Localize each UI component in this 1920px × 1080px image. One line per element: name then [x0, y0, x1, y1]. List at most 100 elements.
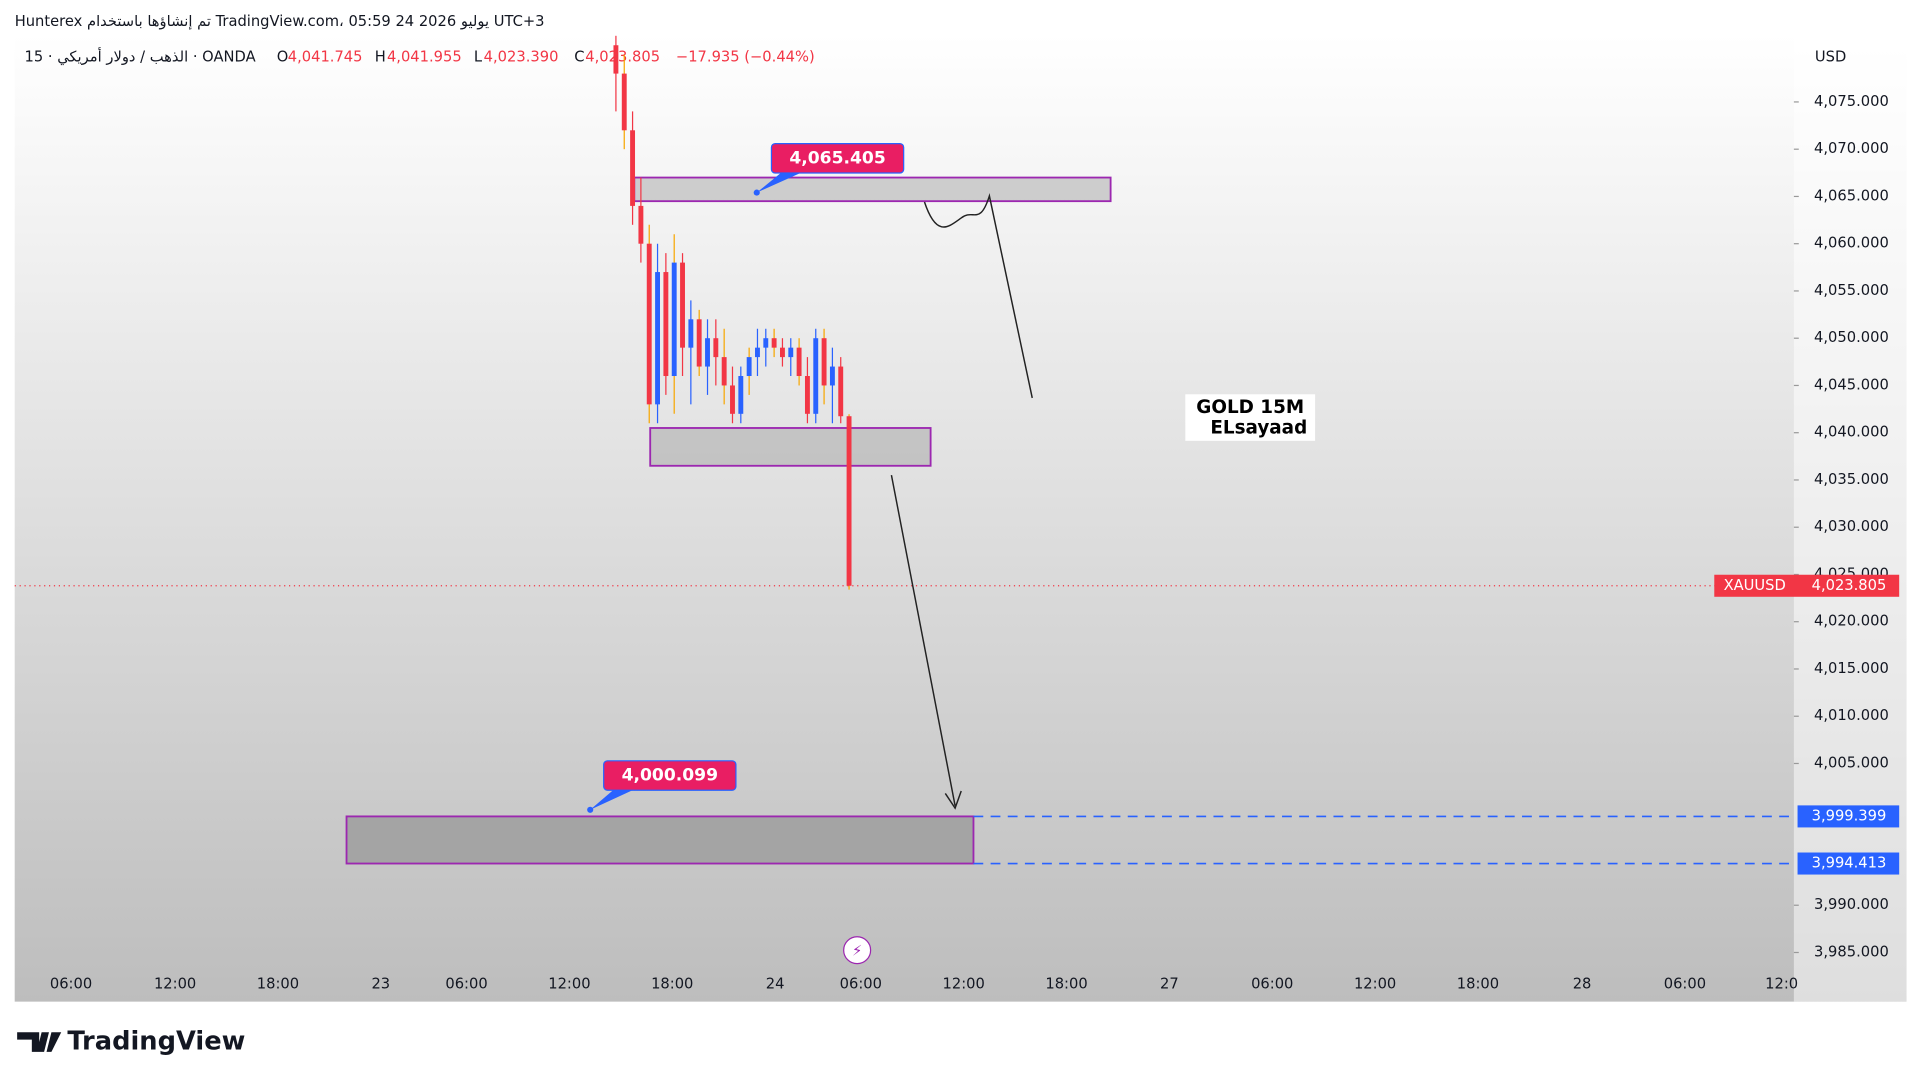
l-value: 4,023.390 — [484, 49, 559, 66]
y-tick-label: 4,035.000 — [1814, 471, 1889, 488]
callout-anchor — [753, 189, 760, 196]
x-tick-label: 12:0 — [1765, 975, 1798, 992]
callout-anchor — [587, 806, 594, 813]
zone — [633, 176, 1112, 203]
candle-body — [696, 319, 702, 367]
candle-body — [821, 338, 827, 386]
candle-body — [730, 385, 735, 414]
x-tick-label: 12:00 — [154, 975, 196, 992]
x-tick-label: 06:00 — [50, 975, 92, 992]
y-tick-label: 4,075.000 — [1814, 93, 1889, 110]
last-symbol: XAUUSD — [1724, 577, 1786, 594]
symbol: 15 · الذهب / دولار أمريكي · OANDA — [24, 47, 255, 66]
y-tick-label: 4,045.000 — [1814, 376, 1889, 393]
x-tick-label: 18:00 — [257, 975, 299, 992]
x-tick-label: 12:00 — [1354, 975, 1396, 992]
zone — [649, 427, 932, 467]
c-value: 4,023.805 — [585, 49, 660, 66]
candle-body — [721, 357, 727, 386]
candle-body — [813, 338, 819, 414]
y-tick-label: 4,040.000 — [1814, 424, 1889, 441]
price-axis — [1793, 34, 1907, 1002]
event-icon-glyph: ⚡ — [852, 942, 862, 959]
y-tick-label: 4,055.000 — [1814, 282, 1889, 299]
logo-mark — [17, 1032, 62, 1052]
y-tick-label: 3,985.000 — [1814, 943, 1889, 960]
last-price: 4,023.805 — [1812, 577, 1887, 594]
candle-body — [621, 73, 627, 131]
candle-body — [613, 45, 619, 74]
x-tick-label: 12:00 — [943, 975, 985, 992]
candle-body — [804, 376, 810, 414]
y-tick-label: 4,050.000 — [1814, 329, 1889, 346]
candle-body — [638, 205, 644, 244]
y-tick-label: 3,990.000 — [1814, 896, 1889, 913]
candle-body — [780, 347, 785, 358]
drawing-path — [923, 193, 1033, 399]
callout-box — [603, 760, 737, 791]
c-prefix: C — [574, 49, 584, 66]
callout-pointer — [756, 170, 806, 193]
change: −17.935 (−0.44%) — [676, 49, 815, 66]
x-tick-label: 23 — [371, 975, 390, 992]
marks: 4,075.000 4,070.000 4,065.000 4,060.000 4,05… — [14, 35, 1900, 992]
h-value: 4,041.955 — [387, 49, 462, 66]
candle-body — [671, 262, 677, 377]
price-label-bg — [1797, 805, 1900, 828]
y-tick-label: 4,020.000 — [1814, 613, 1889, 630]
x-tick-label: 18:00 — [651, 975, 693, 992]
ohlc: O 4,041.745 H 4,041.955 L 4,023.390 C 4,… — [277, 49, 815, 66]
candle-body — [746, 357, 752, 377]
x-tick-label: 18:00 — [1457, 975, 1499, 992]
callout-label: 4,000.099 — [622, 766, 718, 786]
y-tick-label: 4,060.000 — [1814, 235, 1889, 252]
candle-body — [688, 319, 694, 348]
x-tick-label: 06:00 — [1251, 975, 1293, 992]
price-label: 3,994.413 — [1812, 855, 1887, 872]
y-tick-label: 4,030.000 — [1814, 518, 1889, 535]
last-price-bg — [1714, 574, 1900, 597]
o-prefix: O — [277, 49, 289, 66]
x-tick-label: 12:00 — [548, 975, 590, 992]
candle-body — [838, 366, 844, 417]
candle-body — [846, 416, 852, 586]
y-tick-label: 4,065.000 — [1814, 187, 1889, 204]
currency: USD — [1815, 49, 1846, 66]
l-prefix: L — [474, 49, 483, 66]
x-tick-label: 18:00 — [1045, 975, 1087, 992]
y-tick-label: 4,070.000 — [1814, 140, 1889, 157]
candle-body — [771, 338, 777, 348]
candle-body — [680, 262, 685, 348]
candle-body — [788, 347, 794, 358]
candle-body — [663, 272, 669, 377]
logo: TradingView — [67, 1027, 245, 1057]
callout-label: 4,065.405 — [789, 148, 885, 168]
event-icon[interactable] — [843, 936, 872, 965]
candle-body — [755, 347, 760, 358]
y-tick-label: 4,005.000 — [1814, 754, 1889, 771]
candle-body — [763, 338, 769, 348]
annotation: ELsayaad — [1210, 418, 1307, 439]
candle-body — [655, 272, 660, 405]
x-tick-label: 06:00 — [1664, 975, 1706, 992]
x-tick-label: 27 — [1160, 975, 1179, 992]
candle-body — [829, 366, 835, 386]
candle-body — [705, 338, 710, 367]
price-label: 3,999.399 — [1812, 807, 1887, 824]
x-tick-label: 06:00 — [840, 975, 882, 992]
drawing-arrow — [890, 474, 962, 810]
price-label-bg — [1797, 852, 1900, 875]
y-tick-label: 4,015.000 — [1814, 660, 1889, 677]
o-value: 4,041.745 — [288, 49, 363, 66]
candle-body — [646, 243, 652, 405]
candle-body — [630, 130, 636, 206]
candle-body — [796, 347, 802, 377]
h-prefix: H — [375, 49, 386, 66]
candle-body — [738, 376, 744, 414]
annotation: GOLD 15M — [1196, 397, 1304, 418]
x-tick-label: 28 — [1573, 975, 1592, 992]
annotation-box — [1185, 394, 1316, 441]
candle-body — [713, 338, 719, 358]
